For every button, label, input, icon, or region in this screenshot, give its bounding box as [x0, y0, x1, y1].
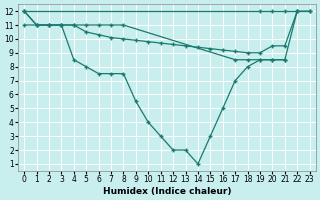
X-axis label: Humidex (Indice chaleur): Humidex (Indice chaleur): [103, 187, 231, 196]
